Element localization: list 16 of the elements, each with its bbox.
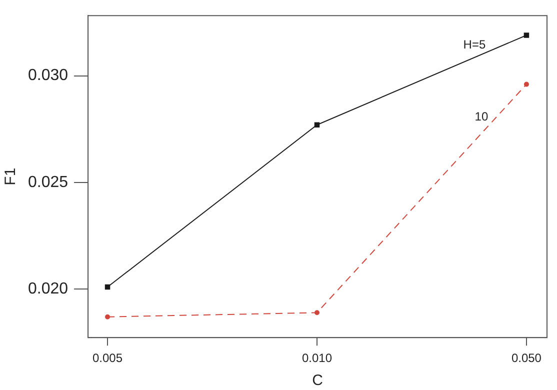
x-axis-title: C (312, 372, 324, 390)
point (105, 314, 110, 320)
x-tick-label: 0.005 (92, 351, 123, 366)
y-tick-label: 0.025 (28, 174, 68, 191)
y-tick-label: 0.020 (28, 280, 68, 298)
series-label: 10 (474, 110, 488, 124)
point (524, 82, 529, 87)
point (104, 284, 110, 290)
point (314, 310, 320, 316)
point (524, 32, 530, 38)
series-label: H=5 (463, 38, 486, 52)
x-tick-label: 0.050 (511, 351, 542, 366)
y-axis-title: F1 (2, 168, 20, 186)
y-tick-label: 0.030 (28, 67, 68, 84)
point (314, 122, 320, 128)
x-tick-label: 0.010 (302, 351, 332, 366)
